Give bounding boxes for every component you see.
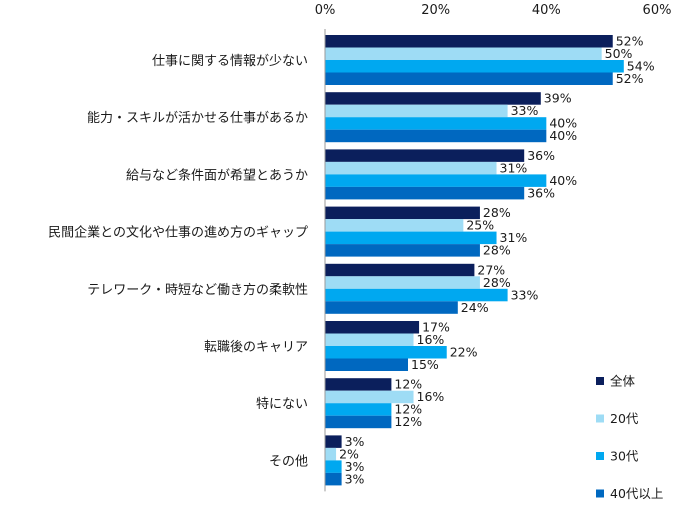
- legend-swatch: [596, 452, 604, 460]
- value-label: 12%: [394, 402, 422, 417]
- bar: [325, 117, 547, 130]
- bar: [325, 35, 613, 48]
- category-label: 給与など条件面が希望とあうか: [126, 167, 308, 183]
- bar: [325, 263, 475, 277]
- value-label: 33%: [511, 103, 539, 118]
- category-label: テレワーク・時短など働き方の柔軟性: [87, 282, 308, 298]
- category-label: 転職後のキャリア: [204, 340, 308, 355]
- value-label: 3%: [345, 459, 365, 474]
- value-label: 12%: [394, 377, 422, 392]
- x-tick-label: 20%: [421, 3, 450, 18]
- bar: [325, 460, 342, 473]
- value-label: 36%: [527, 148, 555, 163]
- legend-label: 30代: [610, 449, 639, 464]
- value-label: 52%: [616, 34, 644, 49]
- category-label: 仕事に関する情報が少ない: [152, 54, 308, 69]
- value-label: 15%: [411, 357, 439, 372]
- value-label: 31%: [500, 160, 528, 175]
- legend-swatch: [596, 377, 604, 385]
- value-label: 52%: [616, 71, 644, 86]
- value-label: 40%: [549, 116, 577, 131]
- bar: [325, 321, 420, 334]
- value-label: 16%: [417, 332, 445, 347]
- value-label: 28%: [483, 275, 511, 290]
- value-label: 3%: [345, 471, 365, 486]
- value-label: 22%: [450, 345, 478, 360]
- bar: [325, 358, 408, 371]
- value-label: 39%: [544, 91, 572, 106]
- bar: [325, 92, 541, 105]
- bar: [325, 415, 392, 429]
- bar: [325, 104, 508, 118]
- value-label: 31%: [500, 230, 528, 245]
- bar: [325, 447, 337, 461]
- legend-label: 40代以上: [610, 486, 663, 501]
- bar: [325, 378, 392, 391]
- category-label: その他: [269, 454, 308, 469]
- legend-swatch: [596, 414, 604, 423]
- bar: [325, 129, 547, 143]
- value-label: 54%: [627, 59, 655, 74]
- bar: [325, 174, 547, 187]
- value-label: 27%: [477, 262, 505, 277]
- category-label: 能力・スキルが活かせる仕事があるか: [87, 111, 308, 126]
- value-label: 17%: [422, 320, 450, 335]
- x-tick-label: 60%: [643, 3, 672, 18]
- value-label: 16%: [417, 389, 445, 404]
- bar: [325, 301, 458, 314]
- x-tick-label: 40%: [532, 3, 561, 18]
- bar: [325, 219, 464, 232]
- bar: [325, 390, 414, 404]
- bars: [325, 35, 624, 486]
- legend: 全体 20代 30代 40代以上: [596, 374, 663, 501]
- bar: [325, 60, 624, 73]
- value-label: 28%: [483, 243, 511, 258]
- category-label: 特にない: [256, 397, 308, 412]
- legend-swatch: [596, 489, 604, 498]
- value-label: 28%: [483, 205, 511, 220]
- value-label: 3%: [345, 434, 365, 449]
- bar: [325, 72, 613, 85]
- bar: [325, 346, 447, 359]
- bar: [325, 186, 525, 200]
- bar: [325, 435, 342, 448]
- bar: [325, 472, 342, 486]
- bar: [325, 403, 392, 416]
- x-tick-label: 0%: [315, 3, 336, 18]
- x-axis-ticks: 0% 20% 40% 60%: [315, 3, 672, 18]
- bar: [325, 231, 497, 245]
- bar: [325, 333, 414, 346]
- bar: [325, 149, 525, 162]
- value-label: 24%: [461, 300, 489, 315]
- value-label: 33%: [511, 287, 539, 302]
- value-label: 50%: [605, 46, 633, 61]
- legend-label: 全体: [610, 374, 636, 389]
- bar: [325, 288, 508, 302]
- category-labels: 仕事に関する情報が少ない能力・スキルが活かせる仕事があるか給与など条件面が希望と…: [48, 54, 308, 469]
- bar: [325, 47, 602, 60]
- value-label: 12%: [394, 414, 422, 429]
- value-label: 2%: [339, 446, 359, 461]
- value-labels: 52%50%54%52%39%33%40%40%36%31%40%36%28%2…: [339, 34, 655, 487]
- value-label: 40%: [549, 173, 577, 188]
- bar: [325, 206, 480, 220]
- category-label: 民間企業との文化や仕事の進め方のギャップ: [48, 225, 308, 241]
- value-label: 25%: [466, 218, 494, 233]
- value-label: 36%: [527, 185, 555, 200]
- legend-label: 20代: [610, 411, 639, 426]
- value-label: 40%: [549, 128, 577, 143]
- bar: [325, 161, 497, 175]
- bar: [325, 244, 480, 257]
- bar: [325, 276, 480, 289]
